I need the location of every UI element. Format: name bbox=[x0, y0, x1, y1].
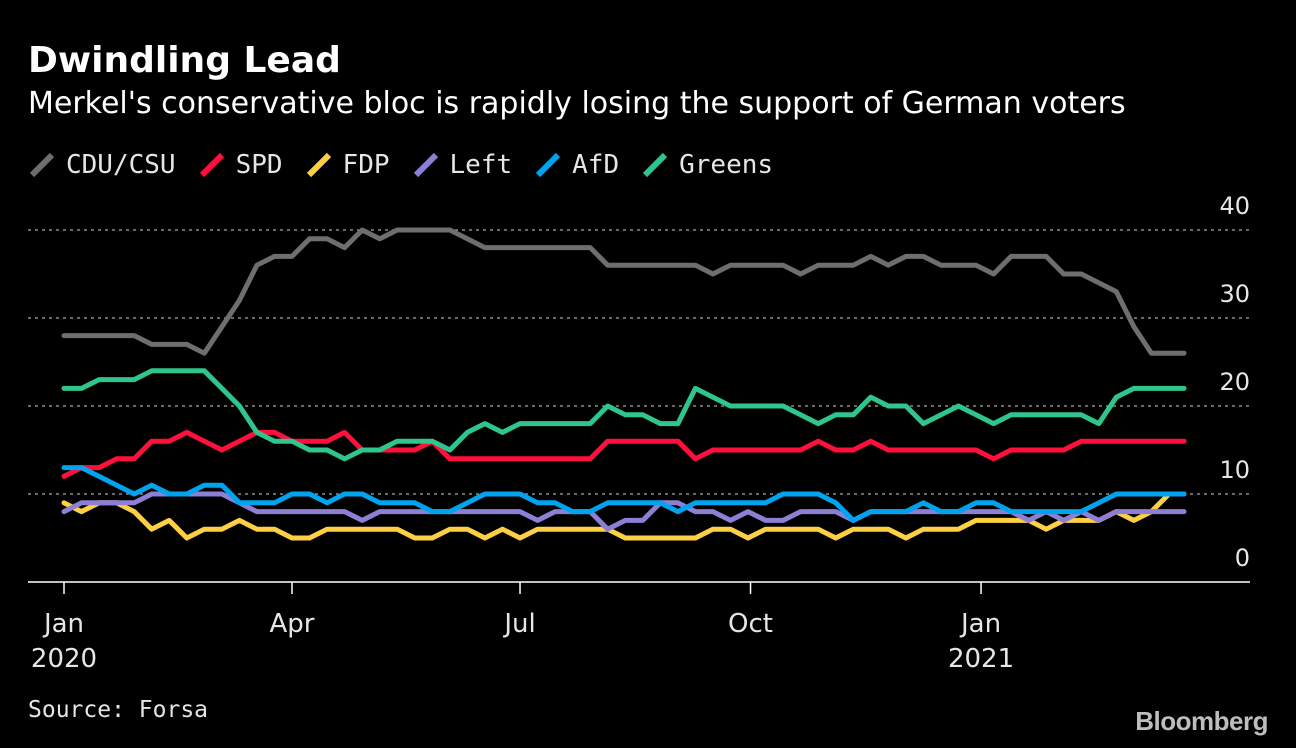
y-tick-label: 40 bbox=[1219, 192, 1250, 220]
legend-label: SPD bbox=[235, 150, 283, 180]
legend-swatch-icon bbox=[642, 152, 668, 178]
y-tick-labels: 0 10 20 30 40 bbox=[1219, 192, 1250, 572]
x-tick-label: Jan bbox=[959, 609, 1001, 639]
source-note: Source: Forsa bbox=[28, 697, 209, 723]
legend-item-1: SPD bbox=[198, 150, 283, 180]
chart-title: Dwindling Lead bbox=[28, 40, 341, 81]
legend-item-5: Greens bbox=[641, 150, 773, 180]
legend-item-3: Left bbox=[412, 150, 513, 180]
legend-label: CDU/CSU bbox=[66, 150, 176, 180]
legend-label: FDP bbox=[342, 150, 390, 180]
series-line-spd bbox=[61, 429, 1187, 479]
y-tick-label: 20 bbox=[1219, 368, 1250, 396]
bloomberg-logo: Bloomberg bbox=[1135, 706, 1268, 736]
x-tick-label: Jul bbox=[502, 609, 535, 639]
legend-swatch-icon bbox=[306, 152, 331, 178]
x-tick-year-label: 2020 bbox=[31, 644, 97, 674]
series-line-fdp bbox=[61, 491, 1187, 541]
legend-label: AfD bbox=[572, 150, 620, 180]
y-tick-label: 10 bbox=[1219, 456, 1250, 484]
legend-swatch-icon bbox=[29, 152, 55, 178]
series-line-afd bbox=[61, 465, 1187, 523]
x-tick-labels: Jan 2020 Apr Jul Oct Jan 2021 bbox=[31, 582, 1014, 674]
legend-label: Greens bbox=[679, 150, 774, 180]
chart-subtitle: Merkel's conservative bloc is rapidly lo… bbox=[28, 86, 1126, 121]
series-line-greens bbox=[61, 368, 1187, 462]
legend-swatch-icon bbox=[536, 152, 561, 178]
y-tick-label: 0 bbox=[1235, 544, 1250, 572]
y-gridlines bbox=[28, 229, 1250, 495]
legend-swatch-icon bbox=[413, 152, 438, 178]
series-line-cdu-csu bbox=[61, 227, 1187, 356]
legend-item-4: AfD bbox=[534, 150, 619, 180]
x-tick-label: Oct bbox=[728, 609, 773, 639]
x-tick-label: Jan bbox=[42, 609, 84, 639]
legend-swatch-icon bbox=[199, 152, 224, 178]
x-tick-year-label: 2021 bbox=[948, 644, 1014, 674]
legend-label: Left bbox=[449, 150, 513, 180]
y-tick-label: 30 bbox=[1219, 280, 1250, 308]
series-lines bbox=[61, 227, 1187, 541]
chart-legend: CDU/CSU SPD FDP Left AfD Greens bbox=[28, 150, 795, 180]
legend-item-0: CDU/CSU bbox=[28, 150, 176, 180]
x-tick-label: Apr bbox=[270, 609, 315, 639]
legend-item-2: FDP bbox=[305, 150, 390, 180]
series-line-left bbox=[61, 491, 1187, 532]
